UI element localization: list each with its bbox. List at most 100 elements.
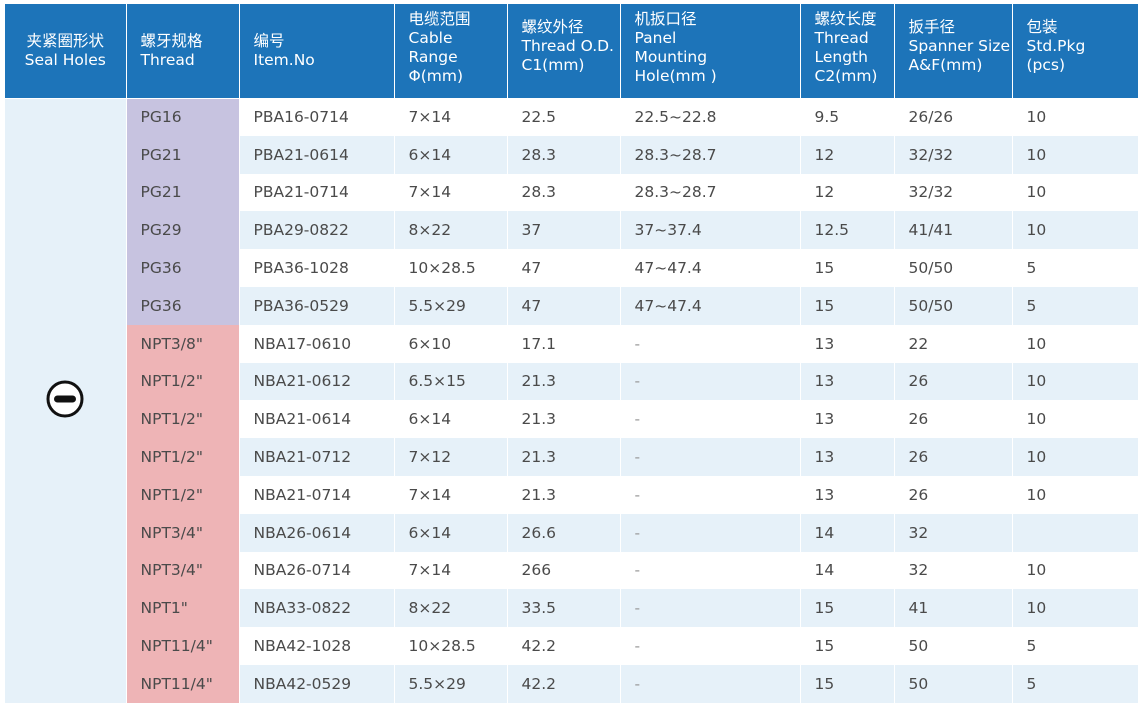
cable-range-cell: 10×28.5 — [394, 249, 508, 287]
spanner-size-cell: 26/26 — [894, 98, 1013, 136]
table-row: NPT1" NBA33-0822 8×22 33.5-15 41 10 — [5, 589, 1138, 628]
thread-od-cell: 47 — [507, 249, 621, 287]
std-pkg-cell: 10 — [1012, 324, 1138, 363]
cable-range-cell: 7×14 — [394, 551, 508, 590]
panel-hole-cell: 28.3~28.7 — [620, 173, 801, 212]
spanner-size-cell: 41/41 — [894, 211, 1013, 250]
slotted-seal-icon — [45, 379, 85, 423]
cable-range-cell: 7×12 — [394, 438, 508, 476]
header-seal-holes: 夹紧圈形状 Seal Holes — [5, 4, 127, 99]
header-thread-length: 螺纹长度 Thread Length C2(mm) — [800, 4, 895, 99]
header-spanner-size: 扳手径 Spanner Size A&F(mm) — [894, 4, 1013, 99]
panel-hole-cell: 47~47.4 — [620, 249, 801, 287]
panel-hole-cell: - — [620, 551, 801, 590]
std-pkg-cell: 5 — [1012, 664, 1138, 703]
panel-hole-cell: - — [620, 438, 801, 476]
spanner-size-cell: 50/50 — [894, 249, 1013, 287]
table-row: PG36 PBA36-0529 5.5×29 47 47~47.4 15 50/50 5 — [5, 286, 1138, 325]
panel-hole-cell: 28.3~28.7 — [620, 135, 801, 174]
item-no-cell: NBA26-0614 — [239, 513, 395, 552]
item-no-cell: NBA21-0714 — [239, 475, 395, 514]
thread-cell: PG36 — [126, 286, 240, 325]
product-spec-table: 夹紧圈形状 Seal Holes 螺牙规格 Thread 编号 Item.No … — [5, 4, 1138, 703]
thread-cell: NPT11/4" — [126, 627, 240, 665]
thread-cell: NPT11/4" — [126, 664, 240, 703]
panel-hole-cell: - — [620, 324, 801, 363]
std-pkg-cell: 10 — [1012, 135, 1138, 174]
thread-length-cell: 14 — [800, 551, 895, 590]
thread-od-cell: 21.3 — [507, 438, 621, 476]
thread-od-cell: 22.5 — [507, 98, 621, 136]
item-no-cell: NBA42-0529 — [239, 664, 395, 703]
item-no-cell: PBA21-0714 — [239, 173, 395, 212]
header-std-pkg: 包装 Std.Pkg (pcs) — [1012, 4, 1138, 99]
header-cable-range: 电缆范围 Cable Range Φ(mm) — [394, 4, 508, 99]
spanner-size-cell: 22 — [894, 324, 1013, 363]
item-no-cell: PBA16-0714 — [239, 98, 395, 136]
cable-range-cell: 8×22 — [394, 211, 508, 250]
panel-hole-cell: - — [620, 664, 801, 703]
std-pkg-cell: 5 — [1012, 249, 1138, 287]
thread-od-cell: 28.3 — [507, 135, 621, 174]
std-pkg-cell: 10 — [1012, 173, 1138, 212]
thread-length-cell: 14 — [800, 513, 895, 552]
spanner-size-cell: 50 — [894, 627, 1013, 665]
header-row: 夹紧圈形状 Seal Holes 螺牙规格 Thread 编号 Item.No … — [5, 4, 1138, 99]
thread-length-cell: 13 — [800, 400, 895, 439]
item-no-cell: PBA21-0614 — [239, 135, 395, 174]
spanner-size-cell: 32/32 — [894, 173, 1013, 212]
std-pkg-cell: 10 — [1012, 475, 1138, 514]
spanner-size-cell: 32/32 — [894, 135, 1013, 174]
std-pkg-cell: 10 — [1012, 362, 1138, 401]
thread-length-cell: 12 — [800, 135, 895, 174]
thread-od-cell: 21.3 — [507, 475, 621, 514]
thread-cell: PG16 — [126, 98, 240, 136]
table-row: PG36 PBA36-1028 10×28.5 47 47~47.4 15 50/50 5 — [5, 249, 1138, 287]
header-panel-hole: 机扳口径 Panel Mounting Hole(mm ) — [620, 4, 801, 99]
table-row: NPT1/2" NBA21-0612 6.5×15 21.3-13 26 10 — [5, 362, 1138, 401]
table-row: PG16 PBA16-0714 7×14 22.5 22.5~22.8 9.5 26/26 1… — [5, 98, 1138, 703]
std-pkg-cell: 10 — [1012, 98, 1138, 136]
cable-range-cell: 7×14 — [394, 475, 508, 514]
table-body: PG16 PBA16-0714 7×14 22.5 22.5~22.8 9.5 26/26 1… — [5, 98, 1138, 703]
thread-cell: PG29 — [126, 211, 240, 250]
table-row: PG21 PBA21-0714 7×14 28.3 28.3~28.7 12 32/32 10 — [5, 173, 1138, 212]
seal-holes-cell — [5, 98, 127, 703]
thread-od-cell: 42.2 — [507, 627, 621, 665]
thread-od-cell: 21.3 — [507, 362, 621, 401]
item-no-cell: PBA36-1028 — [239, 249, 395, 287]
thread-cell: NPT1/2" — [126, 475, 240, 514]
thread-length-cell: 13 — [800, 362, 895, 401]
thread-length-cell: 13 — [800, 475, 895, 514]
thread-length-cell: 15 — [800, 249, 895, 287]
thread-cell: PG21 — [126, 173, 240, 212]
item-no-cell: PBA36-0529 — [239, 286, 395, 325]
spanner-size-cell: 26 — [894, 362, 1013, 401]
thread-length-cell: 9.5 — [800, 98, 895, 136]
table-row: NPT11/4" NBA42-1028 10×28.5 42.2-15 50 5 — [5, 627, 1138, 665]
item-no-cell: NBA21-0712 — [239, 438, 395, 476]
thread-length-cell: 15 — [800, 664, 895, 703]
std-pkg-cell: 5 — [1012, 627, 1138, 665]
thread-cell: NPT1/2" — [126, 362, 240, 401]
thread-cell: NPT3/4" — [126, 551, 240, 590]
item-no-cell: NBA33-0822 — [239, 589, 395, 628]
panel-hole-cell: - — [620, 513, 801, 552]
thread-od-cell: 33.5 — [507, 589, 621, 628]
panel-hole-cell: - — [620, 589, 801, 628]
thread-length-cell: 15 — [800, 286, 895, 325]
std-pkg-cell — [1012, 513, 1138, 552]
thread-cell: NPT1" — [126, 589, 240, 628]
thread-cell: NPT3/8" — [126, 324, 240, 363]
thread-od-cell: 37 — [507, 211, 621, 250]
thread-od-cell: 47 — [507, 286, 621, 325]
thread-cell: NPT1/2" — [126, 400, 240, 439]
thread-cell: PG21 — [126, 135, 240, 174]
cable-range-cell: 8×22 — [394, 589, 508, 628]
item-no-cell: NBA26-0714 — [239, 551, 395, 590]
thread-cell: NPT3/4" — [126, 513, 240, 552]
spanner-size-cell: 41 — [894, 589, 1013, 628]
cable-range-cell: 5.5×29 — [394, 286, 508, 325]
cable-range-cell: 6×14 — [394, 400, 508, 439]
